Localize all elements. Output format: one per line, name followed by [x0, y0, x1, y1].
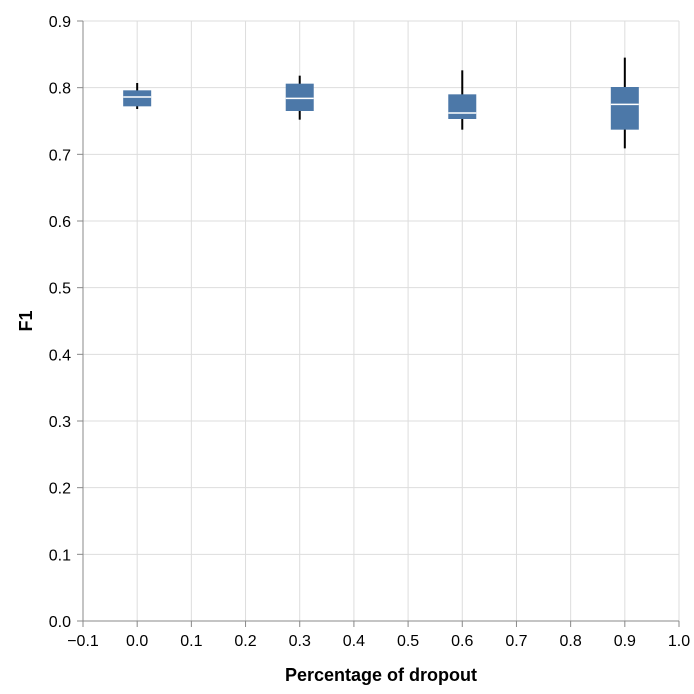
box-body — [123, 90, 152, 107]
y-tick-label: 0.3 — [49, 414, 71, 431]
grid-layer — [82, 20, 680, 622]
y-tick-label: 0.2 — [49, 481, 71, 498]
box-group — [448, 70, 477, 130]
box-group — [123, 83, 152, 109]
box-group — [285, 75, 314, 120]
x-tick-label: 0.4 — [343, 633, 365, 650]
x-tick-label: 0.5 — [397, 633, 419, 650]
x-tick-label: 0.8 — [560, 633, 582, 650]
y-tick-label: 0.8 — [49, 81, 71, 98]
y-tick-label: 0.4 — [49, 347, 71, 364]
box-group — [610, 57, 639, 149]
y-axis-title: F1 — [16, 310, 36, 331]
y-tick-label: 0.5 — [49, 281, 71, 298]
x-tick-label: 0.3 — [289, 633, 311, 650]
axes-layer: −0.1 0.0 0.1 0.2 0.3 0.4 0.5 0.6 0.7 0.8 0.9 1.0 0.0… — [49, 14, 690, 650]
x-tick-label: 0.1 — [180, 633, 202, 650]
y-tick-label: 0.7 — [49, 147, 71, 164]
y-tick-label: 0.6 — [49, 214, 71, 231]
x-tick-label: 0.7 — [505, 633, 527, 650]
box-body — [448, 94, 477, 119]
box-body — [610, 87, 639, 130]
boxes-layer — [123, 57, 639, 149]
y-tick-label: 0.0 — [49, 614, 71, 631]
x-tick-label: 0.6 — [451, 633, 473, 650]
box-body — [285, 83, 314, 111]
x-tick-label: −0.1 — [67, 633, 99, 650]
x-axis-title: Percentage of dropout — [285, 665, 477, 685]
y-tick-label: 0.1 — [49, 547, 71, 564]
x-tick-label: 0.2 — [234, 633, 256, 650]
x-tick-label: 0.9 — [614, 633, 636, 650]
x-tick-label: 0.0 — [126, 633, 148, 650]
x-tick-label: 1.0 — [668, 633, 690, 650]
y-tick-label: 0.9 — [49, 14, 71, 31]
